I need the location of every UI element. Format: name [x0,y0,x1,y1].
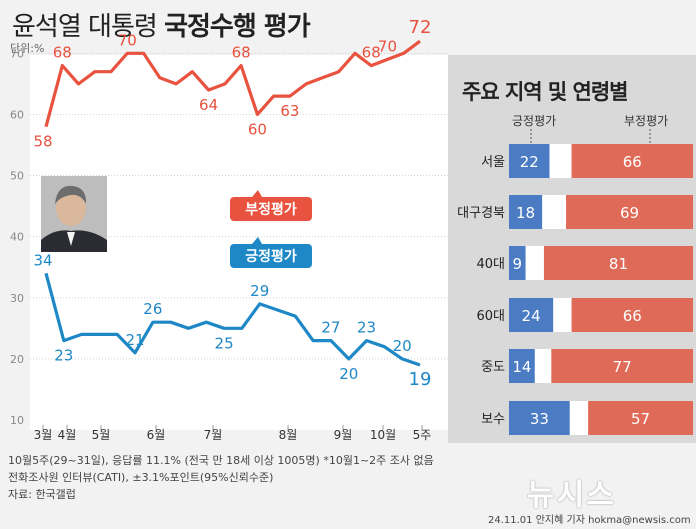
bar-negative-value: 77 [613,358,632,376]
bar-category-label: 40대 [476,257,505,272]
y-tick-label: 40 [10,231,24,244]
bar-negative-value: 81 [609,255,628,273]
y-tick-label: 20 [10,353,24,366]
bar-chart-title: 주요 지역 및 연령별 [462,80,628,104]
line-data-label: 58 [33,133,52,151]
x-tick-label: 5주 [413,428,432,442]
line-data-label: 26 [143,300,162,318]
line-data-label: 21 [126,331,145,349]
bar-category-label: 대구경북 [457,206,505,221]
x-tick-label: 8월 [279,428,298,442]
footnote-survey: 10월5주(29~31일), 응답률 11.1% (전국 만 18세 이상 10… [8,452,434,469]
bar-category-label: 중도 [481,360,505,375]
line-data-label: 34 [33,251,52,269]
svg-text:긍정평가: 긍정평가 [245,248,297,265]
y-tick-label: 30 [10,292,24,305]
bar-positive-value: 9 [513,255,523,273]
bar-negative-value: 66 [623,153,642,171]
credit-line: 24.11.01 안지혜 기자 hokma@newsis.com [488,511,691,526]
bar-positive-value: 24 [522,307,541,325]
footnote-method: 전화조사원 인터뷰(CATI), ±3.1%포인트(95%신뢰수준) [8,469,434,486]
bar-negative-value: 66 [623,307,642,325]
line-data-label: 70 [378,37,397,55]
x-tick-label: 6월 [147,428,166,442]
line-data-label: 23 [54,347,73,365]
y-tick-label: 50 [10,170,24,183]
bar-category-label: 60대 [476,309,505,324]
line-data-label: 25 [215,334,234,352]
bar-category-label: 서울 [481,155,505,170]
legend-negative: 부정평가 [624,114,668,128]
y-tick-label: 10 [10,414,24,427]
president-photo [41,176,107,252]
line-data-label: 19 [409,369,432,390]
line-data-label: 64 [199,96,218,114]
line-data-label: 20 [393,337,412,355]
chart-canvas: 10 20 30 40 50 60 70 3월 4월 5월 6월 7월 8월 9월 10월 5주 58 68 7… [0,0,696,529]
bar-positive-value: 33 [530,410,549,428]
bar-category-label: 보수 [481,412,505,427]
line-data-label: 68 [232,44,251,62]
svg-text:부정평가: 부정평가 [245,201,297,218]
y-tick-label: 70 [10,47,24,60]
bar-positive-value: 18 [516,204,535,222]
line-data-label: 70 [118,31,137,49]
x-tick-label: 9월 [334,428,353,442]
bar-positive-value: 14 [512,358,531,376]
line-data-label: 68 [53,44,72,62]
line-data-label: 60 [248,120,267,138]
footnotes: 10월5주(29~31일), 응답률 11.1% (전국 만 18세 이상 10… [8,452,434,503]
x-tick-label: 5월 [92,428,111,442]
newsis-logo: 뉴시스 [527,470,616,514]
line-data-label: 20 [339,365,358,383]
bar-negative-value: 57 [631,410,650,428]
line-data-label: 63 [280,102,299,120]
line-data-label: 27 [321,319,340,337]
footnote-source: 자료: 한국갤럽 [8,486,434,503]
x-tick-label: 10월 [370,428,396,442]
line-data-label: 72 [409,17,432,38]
x-tick-label: 4월 [58,428,77,442]
person-portrait-icon [41,176,107,252]
line-data-label: 23 [357,319,376,337]
bar-negative-value: 69 [620,204,639,222]
x-tick-label: 7월 [204,428,223,442]
y-tick-label: 60 [10,108,24,121]
legend-positive: 긍정평가 [512,114,556,128]
line-data-label: 29 [250,282,269,300]
bar-positive-value: 22 [520,153,539,171]
x-tick-label: 3월 [34,428,53,442]
